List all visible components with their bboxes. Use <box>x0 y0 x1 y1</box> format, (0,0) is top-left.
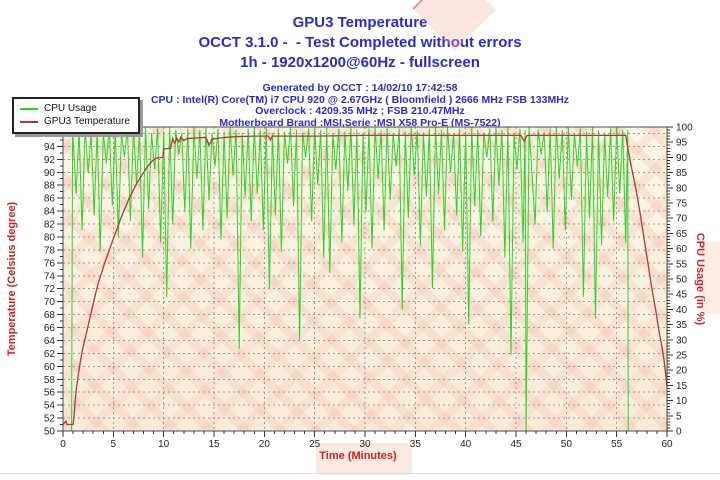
watermark-patch <box>702 242 720 314</box>
svg-text:50: 50 <box>44 427 56 438</box>
cpu-line: CPU : Intel(R) Core(TM) i7 CPU 920 @ 2.6… <box>150 93 570 106</box>
svg-text:66: 66 <box>44 323 56 334</box>
svg-text:88: 88 <box>44 181 56 192</box>
page-title: GPU3 Temperature <box>292 14 428 31</box>
legend-label: GPU3 Temperature <box>44 116 130 127</box>
svg-text:64: 64 <box>44 336 56 347</box>
svg-text:50: 50 <box>561 439 573 450</box>
svg-text:25: 25 <box>309 439 321 450</box>
svg-text:86: 86 <box>44 194 56 205</box>
axis-tick-labels: 0 5 10 15 20 25 30 35 40 45 50 55 605052545658606264… <box>44 123 693 451</box>
svg-text:80: 80 <box>44 232 56 243</box>
legend-box: CPU Usage GPU3 Temperature <box>12 97 140 134</box>
svg-text:15: 15 <box>676 381 688 392</box>
svg-text:45: 45 <box>676 290 688 301</box>
svg-text:100: 100 <box>676 123 693 134</box>
overclock-line: Overclock : 4209.35 MHz ; FSB 210.47MHz <box>255 105 465 117</box>
svg-text:5: 5 <box>676 411 682 422</box>
svg-text:82: 82 <box>44 220 56 231</box>
svg-text:65: 65 <box>676 229 688 240</box>
svg-text:90: 90 <box>676 153 688 164</box>
svg-text:20: 20 <box>259 439 271 450</box>
svg-text:10: 10 <box>676 396 688 407</box>
test-status-line: OCCT 3.1.0 - - Test Completed without er… <box>198 34 522 51</box>
right-axis-title: CPU Usage (in %) <box>694 232 706 326</box>
svg-text:20: 20 <box>676 366 688 377</box>
gpu3-temperature-line-swatch <box>20 120 38 123</box>
watermark-patch <box>316 443 412 475</box>
svg-text:90: 90 <box>44 168 56 179</box>
svg-text:80: 80 <box>676 183 688 194</box>
test-config-line: 1h - 1920x1200@60Hz - fullscreen <box>240 54 480 71</box>
axis-ticks <box>57 126 673 437</box>
cpu-usage-line <box>71 127 629 431</box>
svg-text:15: 15 <box>208 439 220 450</box>
svg-text:96: 96 <box>44 129 56 140</box>
legend-label: CPU Usage <box>44 103 97 114</box>
svg-text:54: 54 <box>44 401 56 412</box>
svg-text:60: 60 <box>661 439 673 450</box>
svg-text:0: 0 <box>60 439 66 450</box>
svg-text:70: 70 <box>676 214 688 225</box>
svg-text:55: 55 <box>676 259 688 270</box>
chart-title-block: GPU3 Temperature OCCT 3.1.0 - - Test Com… <box>0 13 720 73</box>
svg-text:40: 40 <box>460 439 472 450</box>
svg-text:84: 84 <box>44 207 56 218</box>
svg-text:30: 30 <box>359 439 371 450</box>
svg-text:62: 62 <box>44 349 56 360</box>
svg-text:5: 5 <box>111 439 117 450</box>
svg-text:40: 40 <box>676 305 688 316</box>
svg-text:55: 55 <box>611 439 623 450</box>
svg-text:50: 50 <box>676 275 688 286</box>
watermark-edge-line <box>0 473 720 474</box>
svg-text:56: 56 <box>44 388 56 399</box>
legend-item-cpu-usage: CPU Usage <box>20 102 130 115</box>
svg-text:45: 45 <box>510 439 522 450</box>
svg-text:75: 75 <box>676 199 688 210</box>
svg-text:68: 68 <box>44 310 56 321</box>
svg-text:25: 25 <box>676 351 688 362</box>
svg-text:70: 70 <box>44 297 56 308</box>
gpu3-temperature-line <box>63 134 667 426</box>
left-axis-title: Temperature (Celsius degree) <box>6 201 18 357</box>
svg-text:95: 95 <box>676 138 688 149</box>
svg-text:92: 92 <box>44 155 56 166</box>
generated-line: Generated by OCCT : 14/02/10 17:42:58 <box>262 82 458 94</box>
x-axis-title: Time (Minutes) <box>319 450 397 462</box>
svg-text:35: 35 <box>410 439 422 450</box>
svg-text:72: 72 <box>44 284 56 295</box>
svg-text:60: 60 <box>44 362 56 373</box>
legend-item-gpu3-temperature: GPU3 Temperature <box>20 115 130 128</box>
svg-text:30: 30 <box>676 335 688 346</box>
svg-text:85: 85 <box>676 168 688 179</box>
svg-text:94: 94 <box>44 142 56 153</box>
system-info-block: Generated by OCCT : 14/02/10 17:42:58 CP… <box>0 82 720 129</box>
svg-text:35: 35 <box>676 320 688 331</box>
svg-text:74: 74 <box>44 271 56 282</box>
svg-text:76: 76 <box>44 258 56 269</box>
cpu-usage-line-swatch <box>20 107 38 110</box>
motherboard-line: Motherboard Brand :MSI,Serie :MSI X58 Pr… <box>219 116 501 129</box>
svg-text:0: 0 <box>676 427 682 438</box>
svg-text:52: 52 <box>44 414 56 425</box>
svg-text:10: 10 <box>158 439 170 450</box>
svg-text:60: 60 <box>676 244 688 255</box>
svg-text:58: 58 <box>44 375 56 386</box>
svg-text:78: 78 <box>44 245 56 256</box>
